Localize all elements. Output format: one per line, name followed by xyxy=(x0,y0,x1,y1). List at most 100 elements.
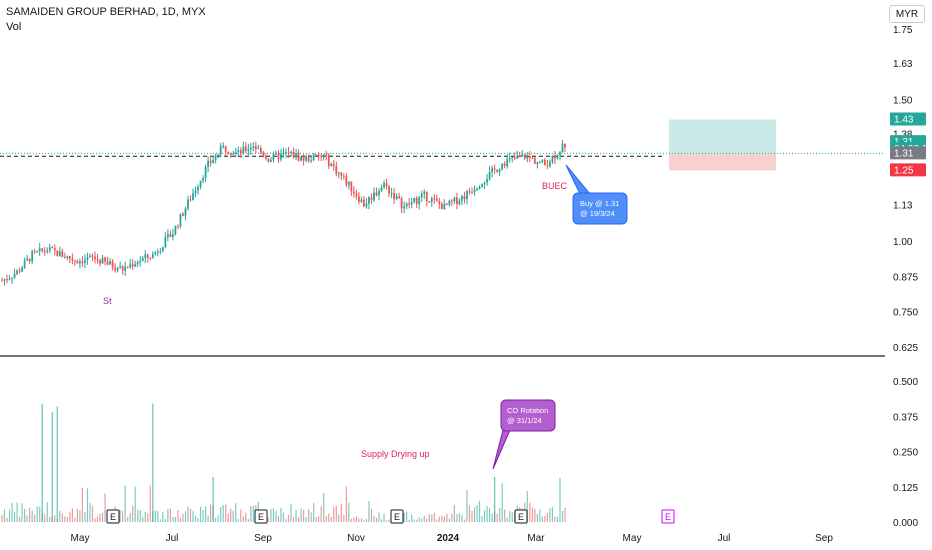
volume-bar xyxy=(124,485,126,522)
volume-bar xyxy=(416,519,418,522)
time-axis-label: May xyxy=(623,533,642,544)
volume-bar xyxy=(227,513,229,522)
candle-body xyxy=(556,154,559,159)
candle-body xyxy=(202,178,204,181)
volume-bar xyxy=(297,516,300,522)
candle-body xyxy=(56,250,59,257)
candle-body xyxy=(257,148,260,150)
volume-bar xyxy=(426,518,428,522)
candle-body xyxy=(486,179,488,183)
volume-bar xyxy=(21,503,23,522)
volume-bar xyxy=(438,516,440,522)
volume-bar xyxy=(242,516,244,522)
volume-bar xyxy=(36,506,38,522)
candle-body xyxy=(267,158,270,162)
candle-body xyxy=(136,262,139,265)
volume-bar xyxy=(129,513,131,522)
candle-body xyxy=(347,181,350,185)
candle-body xyxy=(413,197,416,203)
candle-body xyxy=(425,191,428,202)
candle-body xyxy=(325,154,328,156)
time-axis-label: Jul xyxy=(166,533,179,544)
volume-bar xyxy=(441,515,443,522)
candle-body xyxy=(96,259,99,261)
candle-body xyxy=(466,191,468,200)
candle-body xyxy=(79,261,81,264)
candle-body xyxy=(302,156,305,161)
volume-bar xyxy=(300,508,302,522)
candle-body xyxy=(169,233,172,237)
volume-bar xyxy=(139,510,141,522)
volume-bar xyxy=(89,502,91,522)
volume-bar xyxy=(305,517,307,522)
volume-bar xyxy=(478,500,481,522)
candle-body xyxy=(526,156,529,159)
loss-zone xyxy=(669,153,776,171)
volume-bar xyxy=(476,504,478,522)
candle-body xyxy=(360,199,363,202)
candle-body xyxy=(227,151,230,154)
candle-body xyxy=(453,197,456,202)
candle-body xyxy=(179,213,182,227)
volume-bar xyxy=(486,506,488,522)
currency-button[interactable]: MYR xyxy=(889,5,925,23)
volume-bar xyxy=(247,519,249,522)
candle-body xyxy=(84,259,86,264)
volume-bar xyxy=(230,508,232,522)
price-axis-badge xyxy=(890,163,926,177)
supply-annotation: Supply Drying up xyxy=(361,449,430,459)
candle-body xyxy=(265,156,267,159)
candle-body xyxy=(252,146,255,148)
volume-bar xyxy=(137,509,139,522)
volume-bar xyxy=(526,491,528,522)
volume-bar xyxy=(546,512,549,522)
candle-body xyxy=(111,261,114,268)
candle-body xyxy=(247,149,250,151)
volume-bar xyxy=(134,486,136,522)
candle-body xyxy=(28,258,31,262)
volume-bar xyxy=(127,516,129,522)
candle-body xyxy=(146,254,149,258)
candle-body xyxy=(373,192,375,201)
candle-body xyxy=(81,261,84,264)
candle-body xyxy=(239,150,242,154)
volume-bar xyxy=(325,516,327,522)
volume-bar xyxy=(564,507,566,522)
earnings-marker xyxy=(390,509,404,524)
candle-body xyxy=(199,180,202,187)
candle-body xyxy=(192,193,194,201)
volume-bar xyxy=(461,514,463,522)
volume-spike xyxy=(152,403,154,522)
candle-body xyxy=(224,145,227,152)
candle-body xyxy=(194,190,197,194)
candle-body xyxy=(71,258,74,261)
candle-body xyxy=(312,154,315,161)
candle-body xyxy=(538,161,541,163)
price-axis-badge xyxy=(890,112,926,126)
candle-body xyxy=(149,257,152,259)
volume-bar xyxy=(147,513,149,522)
volume-bar xyxy=(210,504,212,522)
volume-bar xyxy=(144,511,146,522)
candle-body xyxy=(456,197,458,205)
candle-body xyxy=(481,184,483,188)
candle-body xyxy=(340,172,343,176)
volume-bar xyxy=(46,502,48,522)
candle-body xyxy=(355,193,358,197)
candle-body xyxy=(543,160,546,166)
candle-body xyxy=(234,151,237,154)
price-axis-badge xyxy=(890,146,926,160)
candle-body xyxy=(3,279,6,281)
volume-bar xyxy=(529,502,531,522)
volume-bar xyxy=(453,505,456,522)
volume-bar xyxy=(488,508,491,522)
candle-body xyxy=(511,157,514,159)
candle-body xyxy=(493,168,496,170)
candle-body xyxy=(36,251,39,253)
candle-body xyxy=(207,160,209,167)
candle-body xyxy=(48,247,51,251)
candle-body xyxy=(151,254,154,259)
volume-bar xyxy=(433,512,435,522)
volume-bar xyxy=(202,509,204,522)
